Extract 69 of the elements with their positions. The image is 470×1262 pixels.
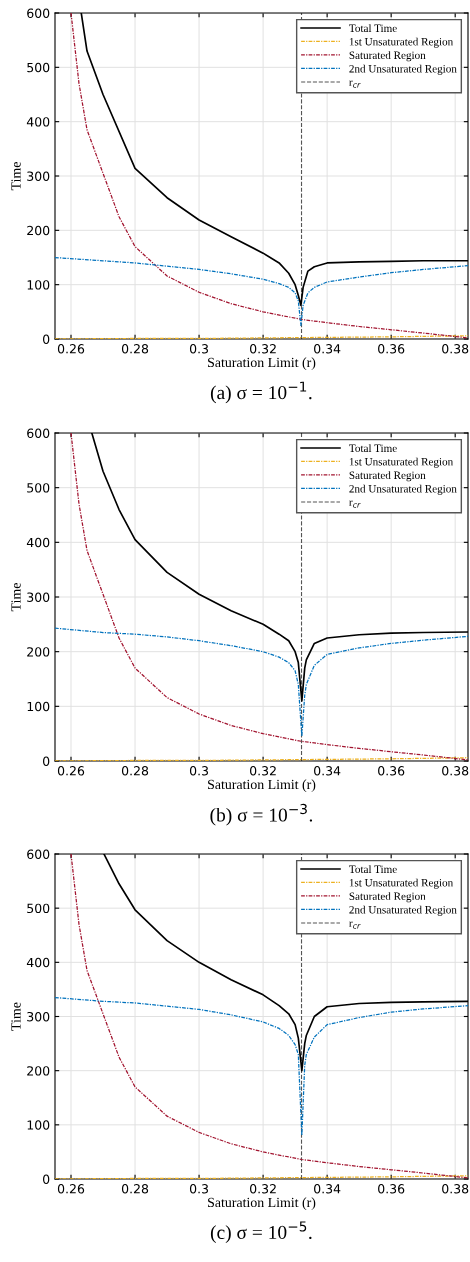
ref-line-label: r$_{cr}$ <box>349 80 361 88</box>
y-tick-label: 0 <box>43 756 50 766</box>
line-series <box>55 256 468 327</box>
x-tick-label: 0.26 <box>57 1184 85 1194</box>
y-tick-label: 0 <box>43 334 50 344</box>
x-axis-title: Saturation Limit (r) <box>208 357 316 370</box>
x-tick-label: 0.26 <box>57 766 85 776</box>
y-tick-label: 400 <box>26 537 50 548</box>
x-tick-label: 0.3 <box>189 1184 209 1194</box>
text: (c) σ = 10$^{−5}$. <box>210 1221 312 1243</box>
text: (a) σ = 10$^{−1}$. <box>210 381 312 404</box>
legend-label: 2nd Unsaturated Region <box>349 484 457 495</box>
x-tick-label: 0.38 <box>442 344 469 354</box>
legend-label: 1st Unsaturated Region <box>349 37 454 48</box>
y-tick-label: 100 <box>27 280 50 290</box>
x-tick-label: 0.36 <box>378 766 405 776</box>
x-tick-label: 0.28 <box>121 344 149 354</box>
x-tick-label: 0.38 <box>442 1184 469 1194</box>
x-tick-label: 0.3 <box>189 344 209 354</box>
y-tick-label: 300 <box>27 1011 50 1022</box>
y-tick-label: 600 <box>27 849 50 859</box>
x-tick-label: 0.28 <box>121 766 149 776</box>
x-tick-label: 0.36 <box>378 344 405 354</box>
x-tick-label: 0.3 <box>189 766 209 776</box>
y-axis-title: Time <box>11 162 21 191</box>
legend-label: 1st Unsaturated Region <box>349 878 454 889</box>
x-tick-label: 0.32 <box>250 344 276 354</box>
x-tick-label: 0.26 <box>57 344 85 354</box>
y-axis-title: Time <box>11 583 21 612</box>
x-tick-label: 0.28 <box>121 1184 149 1194</box>
y-tick-label: 600 <box>27 8 50 18</box>
y-tick-label: 100 <box>27 701 50 712</box>
y-tick-label: 0 <box>43 1174 50 1184</box>
legend-label: Total Time <box>349 24 397 32</box>
x-tick-label: 0.36 <box>378 1184 405 1194</box>
legend-label: Saturated Region <box>349 892 426 903</box>
x-tick-label: 0.34 <box>314 766 341 776</box>
ref-line-label: r$_{cr}$ <box>349 500 361 508</box>
x-tick-label: 0.32 <box>250 766 276 776</box>
y-tick-label: 200 <box>27 1066 50 1076</box>
x-axis-title: Saturation Limit (r) <box>208 779 316 792</box>
legend-label: Total Time <box>349 444 397 452</box>
y-tick-label: 500 <box>27 483 50 493</box>
x-axis-title: Saturation Limit (r) <box>208 1197 316 1210</box>
legend-label: 2nd Unsaturated Region <box>349 905 457 916</box>
y-tick-label: 100 <box>27 1120 50 1130</box>
x-tick-label: 0.34 <box>314 1184 341 1194</box>
ref-line-label: r$_{cr}$ <box>349 921 361 929</box>
y-tick-label: 500 <box>27 62 50 73</box>
legend-label: 2nd Unsaturated Region <box>349 64 457 75</box>
line-series <box>55 996 468 1137</box>
y-tick-label: 600 <box>27 428 50 438</box>
y-axis-title: Time <box>11 1002 21 1031</box>
y-tick-label: 300 <box>27 171 50 181</box>
y-tick-label: 500 <box>27 903 50 914</box>
legend-label: 1st Unsaturated Region <box>349 457 454 468</box>
text: (b) σ = 10$^{−3}$. <box>210 803 313 826</box>
y-tick-label: 400 <box>26 957 50 968</box>
y-tick-label: 200 <box>27 225 50 236</box>
y-tick-label: 200 <box>27 647 50 657</box>
legend-label: Saturated Region <box>349 51 426 62</box>
y-tick-label: 300 <box>27 592 50 602</box>
legend-label: Total Time <box>349 865 397 873</box>
line-series <box>55 627 468 738</box>
y-tick-label: 400 <box>26 117 50 127</box>
x-tick-label: 0.32 <box>250 1184 276 1194</box>
legend-label: Saturated Region <box>349 471 426 482</box>
x-tick-label: 0.34 <box>314 344 341 354</box>
x-tick-label: 0.38 <box>442 766 469 776</box>
